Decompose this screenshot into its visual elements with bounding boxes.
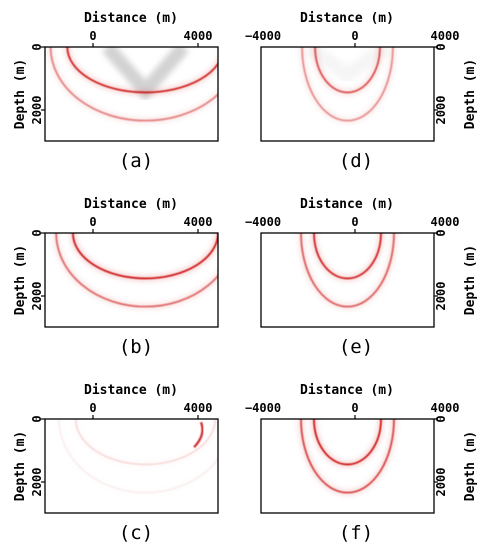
wavefront: [313, 419, 382, 466]
panel-caption: (e): [339, 336, 373, 358]
wavefront: [74, 419, 217, 466]
x-tick-label: 0: [351, 215, 358, 229]
edge-event: [193, 421, 204, 449]
x-tick-label: 4000: [431, 401, 460, 415]
x-tick-label: 4000: [184, 215, 213, 229]
x-tick-label: −4000: [245, 215, 281, 229]
panel-caption: (b): [119, 336, 153, 358]
x-tick-label: 4000: [184, 401, 213, 415]
panel-caption: (f): [339, 522, 373, 544]
y-tick-label: 0: [434, 229, 448, 236]
y-tick-label: 0: [434, 43, 448, 50]
y-tick-label: 2000: [30, 96, 44, 125]
plot-frame: [260, 46, 435, 142]
wavefront: [300, 233, 395, 308]
seismic-image: [48, 47, 218, 123]
plot-frame: [44, 46, 219, 142]
y-tick-label: 2000: [434, 468, 448, 497]
x-axis-title: Distance (m): [84, 11, 178, 26]
x-axis-title: Distance (m): [84, 383, 178, 398]
x-tick-label: 4000: [184, 29, 213, 43]
y-tick-label: 2000: [434, 96, 448, 125]
x-tick-label: 4000: [431, 215, 460, 229]
y-axis-title: Depth (m): [13, 431, 28, 501]
plot-frame: [44, 232, 219, 328]
plot-frame: [44, 418, 219, 514]
wavefront: [66, 47, 218, 94]
x-axis-title: Distance (m): [84, 197, 178, 212]
panel-e: Distance (m) −4000 0 4000 Depth (m) 0 20…: [245, 197, 478, 358]
plot-frame: [260, 418, 435, 514]
x-tick-label: 0: [89, 401, 96, 415]
x-axis-title: Distance (m): [300, 197, 394, 212]
seismic-image: [300, 47, 395, 123]
y-axis-title: Depth (m): [463, 431, 478, 501]
seismic-image: [299, 233, 396, 309]
y-tick-label: 0: [30, 415, 44, 422]
wavefront: [72, 233, 218, 280]
y-tick-label: 0: [30, 43, 44, 50]
y-tick-label: 0: [434, 415, 448, 422]
wavefront: [300, 419, 395, 494]
wavefront: [301, 47, 394, 122]
seismic-image: [58, 419, 218, 494]
y-tick-label: 0: [30, 229, 44, 236]
wavefront-artifact: [102, 47, 189, 102]
y-axis-title: Depth (m): [13, 59, 28, 129]
x-tick-label: −4000: [245, 29, 281, 43]
y-axis-title: Depth (m): [463, 245, 478, 315]
x-tick-label: −4000: [245, 401, 281, 415]
wavefront: [314, 47, 381, 94]
seismic-image: [54, 233, 218, 309]
x-tick-label: 0: [89, 29, 96, 43]
wavefront-artifact: [305, 47, 390, 84]
wavefront: [58, 419, 218, 494]
wavefront: [55, 233, 218, 308]
y-axis-title: Depth (m): [13, 245, 28, 315]
panel-d: Distance (m) −4000 0 4000 Depth (m) 0 20…: [245, 11, 478, 172]
y-tick-label: 2000: [30, 468, 44, 497]
x-axis-title: Distance (m): [300, 383, 394, 398]
seismic-image: [299, 419, 396, 495]
x-tick-label: 0: [351, 29, 358, 43]
panel-caption: (d): [339, 150, 373, 172]
y-axis-title: Depth (m): [463, 59, 478, 129]
y-tick-label: 2000: [30, 282, 44, 311]
y-tick-label: 2000: [434, 282, 448, 311]
x-tick-label: 0: [89, 215, 96, 229]
panel-b: Distance (m) 0 4000 Depth (m) 0 2000 (b): [13, 197, 219, 358]
panel-caption: (c): [119, 522, 153, 544]
x-tick-label: 0: [351, 401, 358, 415]
panel-c: Distance (m) 0 4000 Depth (m) 0 2000 (c): [13, 383, 219, 544]
panel-caption: (a): [119, 150, 153, 172]
panel-a: Distance (m) 0 4000 Depth (m) 0 2000 (a): [13, 11, 219, 172]
x-tick-label: 4000: [431, 29, 460, 43]
plot-frame: [260, 232, 435, 328]
panel-f: Distance (m) −4000 0 4000 Depth (m) 0 20…: [245, 383, 478, 544]
x-axis-title: Distance (m): [300, 11, 394, 26]
wavefront: [49, 47, 218, 122]
wavefront: [313, 233, 382, 280]
